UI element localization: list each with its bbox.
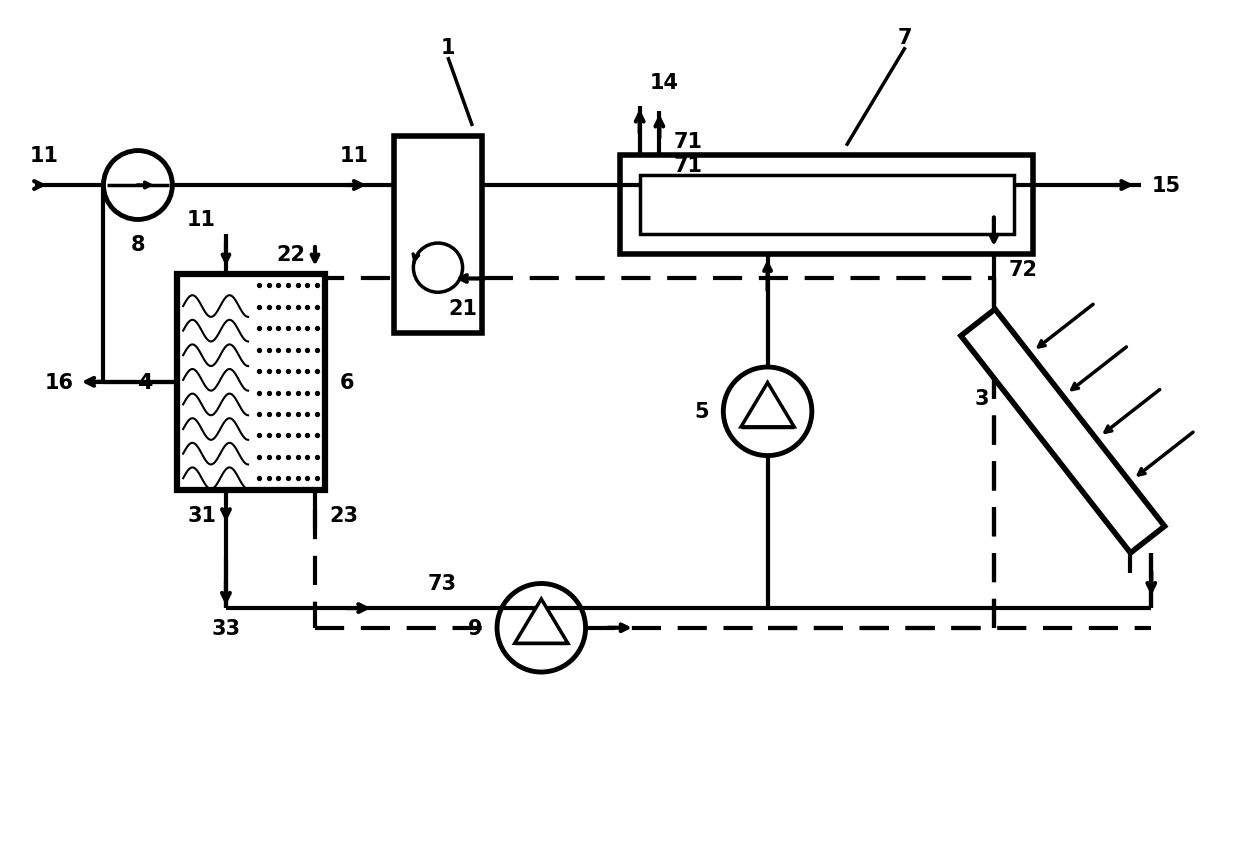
Text: 5: 5 [694,402,708,422]
Text: 71: 71 [675,132,703,152]
Text: 22: 22 [277,245,305,264]
Text: 14: 14 [650,72,678,92]
Text: 9: 9 [467,618,482,638]
Text: 1: 1 [440,38,455,58]
Text: 8: 8 [130,235,145,255]
Text: 21: 21 [448,299,477,319]
Text: 11: 11 [187,210,216,230]
Text: 23: 23 [330,505,358,525]
Bar [620,157,1033,255]
Bar [177,275,325,491]
Text: 7: 7 [898,28,913,48]
Text: 73: 73 [428,573,456,593]
Text: 15: 15 [1151,176,1180,195]
Text: 3: 3 [975,388,990,408]
Polygon shape [742,383,794,427]
Polygon shape [515,599,568,643]
Text: 33: 33 [212,618,241,638]
Text: 11: 11 [340,146,368,166]
Text: 11: 11 [30,146,60,166]
Text: 16: 16 [45,372,74,393]
Polygon shape [961,310,1164,554]
Text: 31: 31 [187,505,216,525]
Text: 72: 72 [1008,259,1038,280]
Bar [640,176,1013,235]
Text: 4: 4 [138,372,153,393]
Text: 71: 71 [675,156,703,176]
Bar [394,137,482,333]
Text: 6: 6 [340,372,355,393]
